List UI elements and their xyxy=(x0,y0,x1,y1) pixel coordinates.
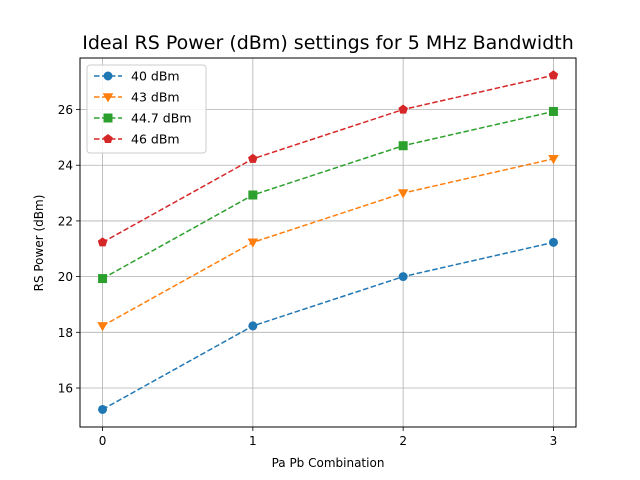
legend-box xyxy=(86,64,207,154)
series-line xyxy=(102,74,554,244)
ticks: 0 1 2 3 16 18 20 22 24 26 xyxy=(58,103,558,448)
legend-item: 46 dBm xyxy=(94,132,180,147)
data-point xyxy=(98,404,108,414)
x-axis-label: Pa Pb Combination xyxy=(272,456,385,470)
legend-label: 43 dBm xyxy=(131,90,180,105)
legend-label: 46 dBm xyxy=(131,132,180,147)
y-tick-label: 16 xyxy=(58,382,73,396)
data-point xyxy=(398,272,408,282)
data-point xyxy=(98,274,108,284)
x-tick-label: 2 xyxy=(399,434,407,448)
data-point xyxy=(397,189,409,199)
data-point xyxy=(548,70,559,80)
x-tick-label: 0 xyxy=(99,434,107,448)
x-tick-label: 3 xyxy=(550,434,558,448)
data-point xyxy=(97,237,108,247)
data-point xyxy=(97,322,108,332)
legend-item: 40 dBm xyxy=(94,69,180,84)
legend: 40 dBm 43 dBm 44.7 dBm 46 dBm xyxy=(86,64,207,154)
data-point xyxy=(103,133,113,144)
y-tick-label: 18 xyxy=(58,326,73,340)
data-point xyxy=(247,238,259,248)
grid xyxy=(80,58,576,427)
data-point xyxy=(398,141,408,151)
y-tick-label: 20 xyxy=(58,270,73,284)
series-group xyxy=(97,70,559,414)
y-tick-label: 24 xyxy=(58,159,73,173)
data-point xyxy=(103,113,113,123)
data-point xyxy=(548,106,558,116)
data-point xyxy=(548,155,559,165)
series-line-group xyxy=(97,155,559,332)
x-tick-label: 1 xyxy=(249,434,257,448)
plot-frame xyxy=(79,57,577,428)
y-tick-label: 26 xyxy=(58,103,73,117)
data-point xyxy=(102,93,114,103)
data-point xyxy=(248,190,258,200)
y-axis-label: RS Power (dBm) xyxy=(32,195,46,292)
data-point xyxy=(248,153,258,163)
data-point xyxy=(398,104,408,114)
legend-label: 44.7 dBm xyxy=(131,111,192,126)
series-line-group xyxy=(97,70,559,247)
series-line-group xyxy=(98,237,558,414)
series-line xyxy=(102,241,554,411)
legend-item: 43 dBm xyxy=(94,90,180,105)
data-point xyxy=(103,71,113,81)
legend-label: 40 dBm xyxy=(131,69,180,84)
series-line xyxy=(102,110,554,280)
y-tick-label: 22 xyxy=(58,214,73,228)
data-point xyxy=(548,237,558,247)
chart-title: Ideal RS Power (dBm) settings for 5 MHz … xyxy=(82,32,574,54)
data-point xyxy=(248,321,258,331)
series-line xyxy=(102,158,554,327)
series-line-group xyxy=(98,106,558,284)
legend-item: 44.7 dBm xyxy=(94,111,192,126)
